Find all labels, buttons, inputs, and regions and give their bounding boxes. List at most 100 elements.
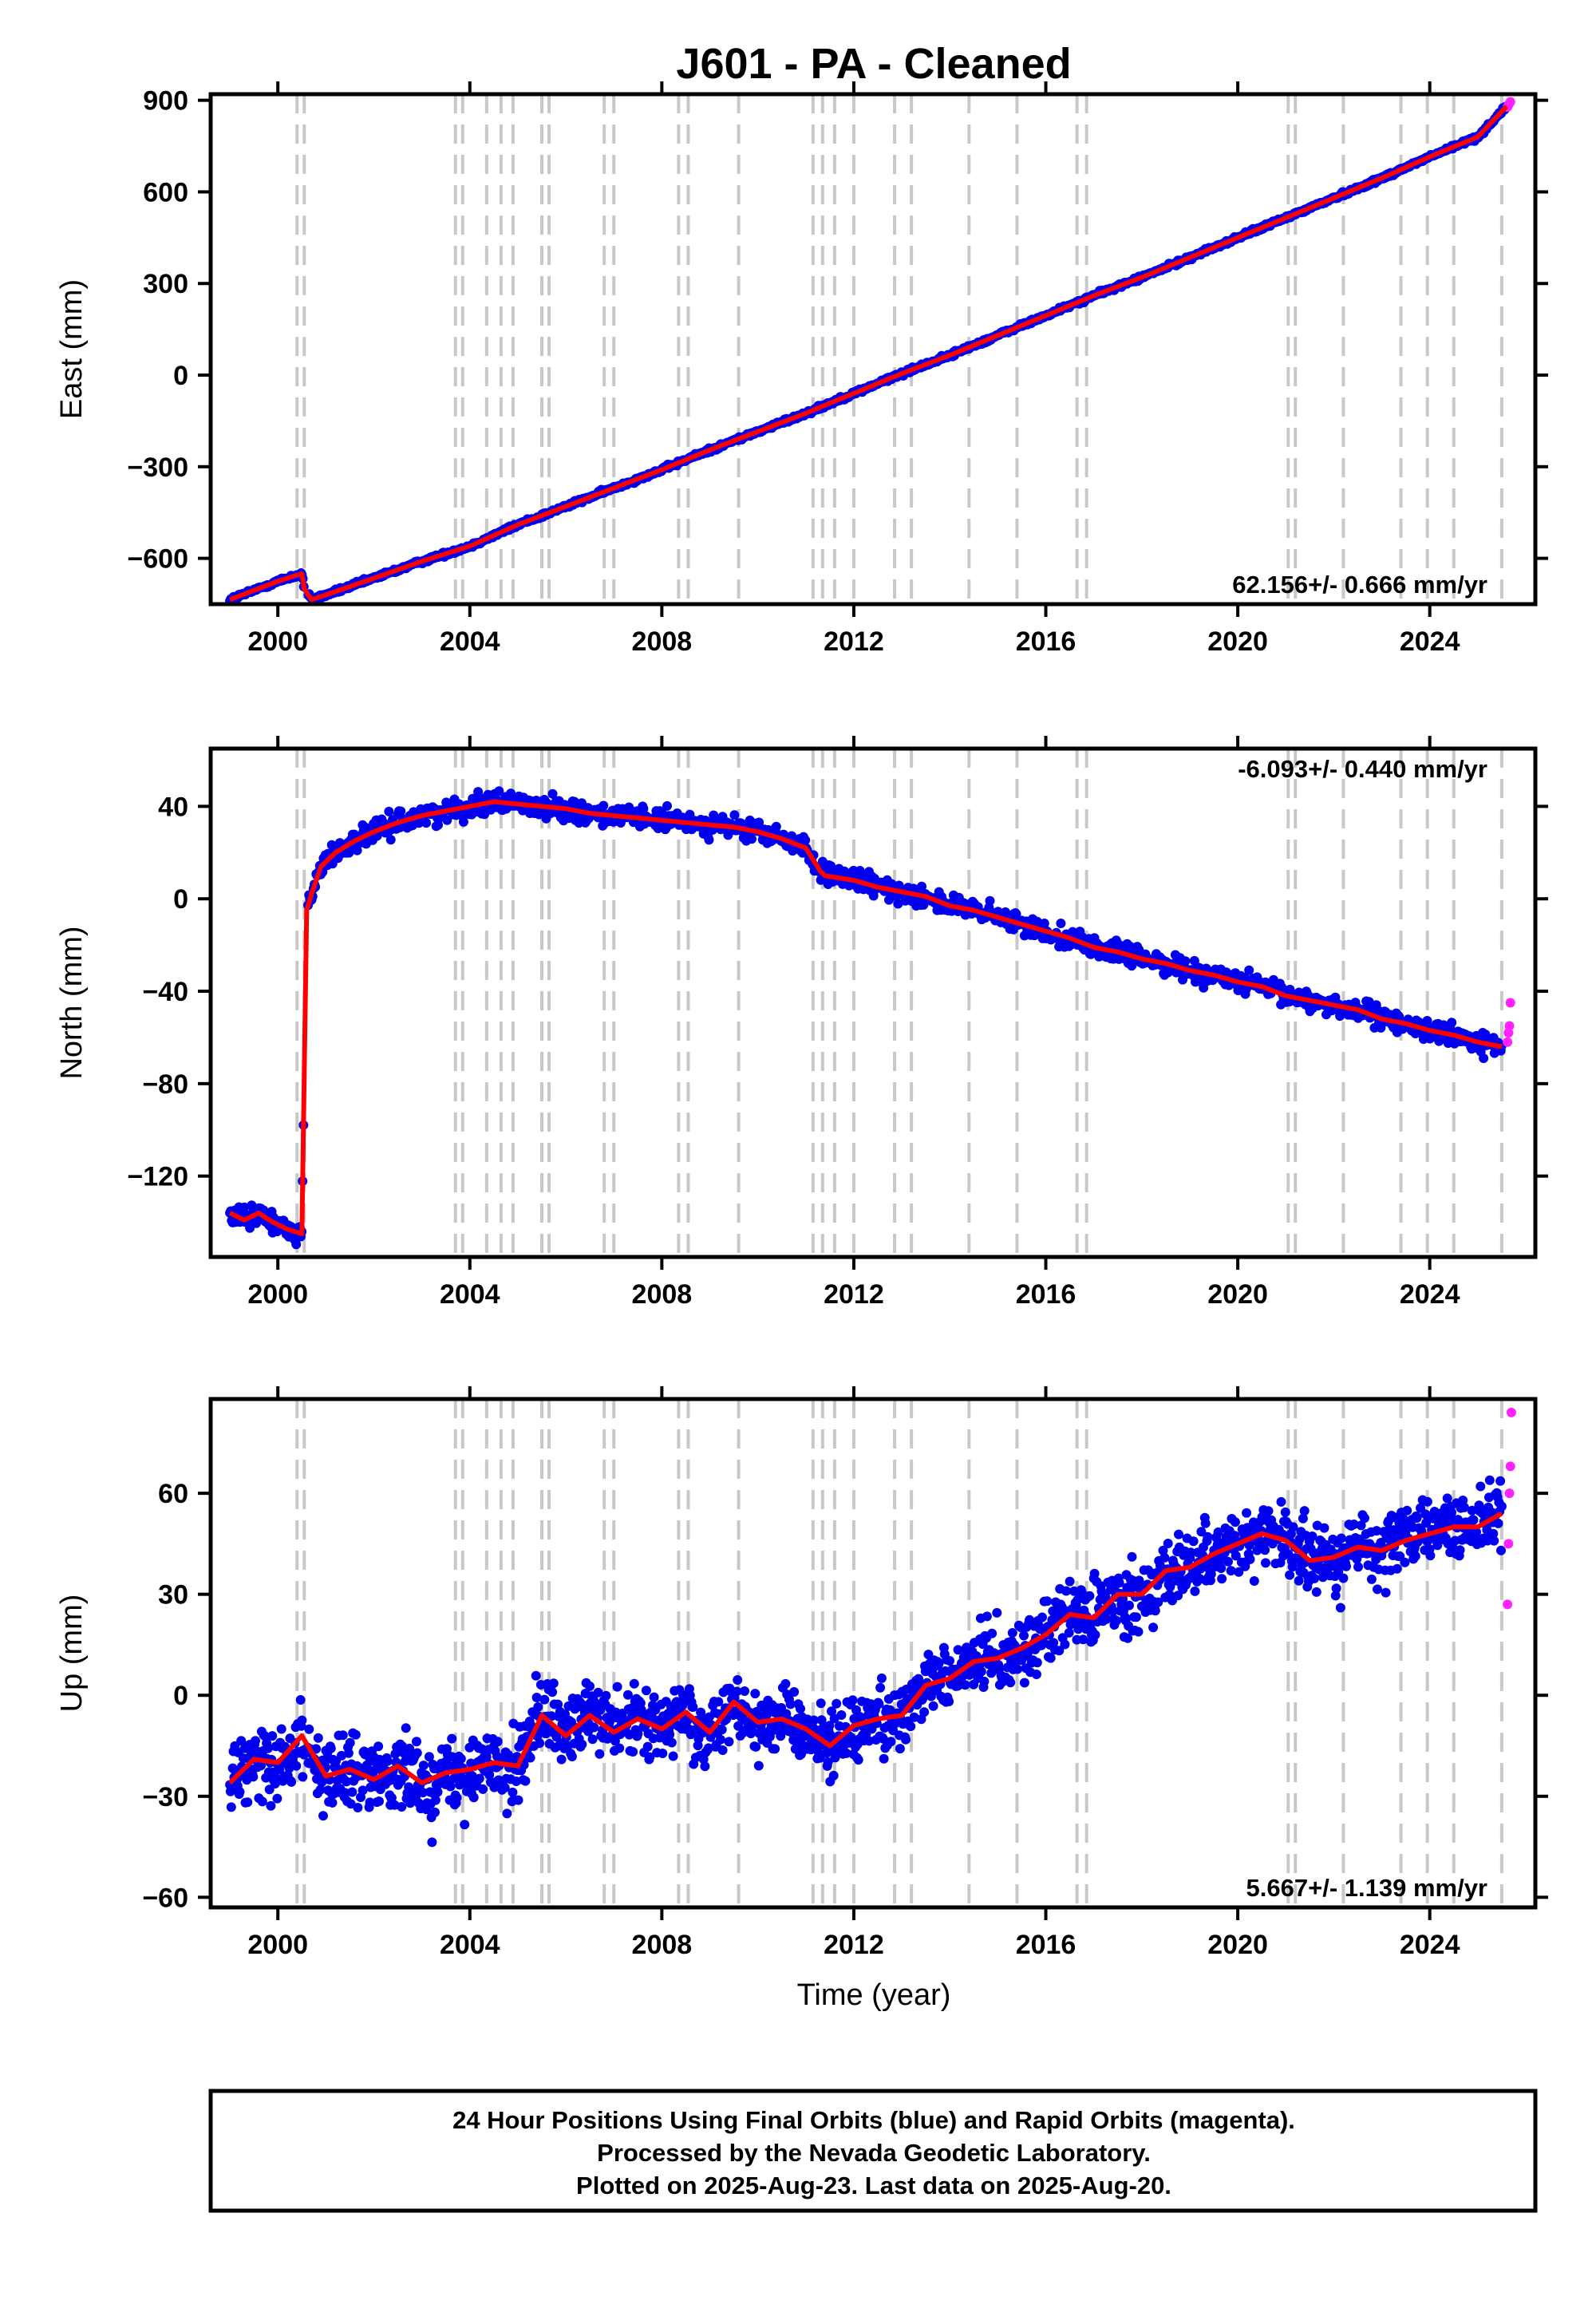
final-orbit-point <box>1432 1540 1443 1551</box>
final-orbit-point <box>327 1797 338 1808</box>
final-orbit-point <box>1101 1614 1112 1624</box>
final-orbit-point <box>315 1784 326 1795</box>
final-orbit-point <box>492 1737 503 1747</box>
final-orbit-point <box>1459 1502 1469 1512</box>
final-orbit-point <box>1336 1533 1346 1543</box>
final-orbit-point <box>272 1793 282 1804</box>
final-orbit-point <box>879 1753 889 1764</box>
final-orbit-point <box>1285 1570 1295 1580</box>
final-orbit-point <box>1288 1522 1298 1532</box>
final-orbit-point <box>893 899 903 909</box>
final-orbit-point <box>1381 1587 1391 1598</box>
final-orbit-point <box>1190 1586 1200 1596</box>
final-orbit-point <box>478 1784 488 1794</box>
model-line <box>228 799 1503 1236</box>
final-orbit-point <box>386 1792 397 1803</box>
final-orbit-point <box>1263 1506 1274 1516</box>
final-orbit-point <box>1294 1575 1304 1586</box>
y-tick-label: 600 <box>143 177 188 207</box>
final-orbit-point <box>1402 1505 1412 1516</box>
final-orbit-point <box>1335 1603 1345 1613</box>
final-orbit-point <box>796 1704 805 1714</box>
final-orbit-point <box>919 1707 930 1717</box>
final-orbit-point <box>944 1697 954 1706</box>
final-orbit-point <box>785 1699 796 1709</box>
figure-title: J601 - PA - Cleaned <box>676 40 1071 88</box>
final-orbit-point <box>1123 1633 1133 1643</box>
final-orbit-point <box>645 1752 655 1762</box>
final-orbit-point <box>481 1752 492 1762</box>
final-orbit-point <box>1422 1016 1432 1026</box>
final-orbit-point <box>358 1785 368 1796</box>
final-orbit-point <box>776 1731 786 1741</box>
final-orbit-point <box>382 1756 393 1766</box>
footer-line-1: 24 Hour Positions Using Final Orbits (bl… <box>452 2106 1295 2134</box>
final-orbit-point <box>876 1673 887 1683</box>
final-orbit-point <box>1422 1496 1432 1507</box>
final-orbit-point <box>531 1670 541 1681</box>
final-orbit-point <box>700 1761 710 1772</box>
final-orbit-point <box>502 1808 512 1819</box>
final-orbit-point <box>1230 1517 1240 1528</box>
final-orbit-point <box>1376 1022 1386 1033</box>
plot-frame <box>208 1397 1538 1910</box>
final-orbit-point <box>1488 1528 1499 1539</box>
final-orbit-point <box>874 1699 884 1709</box>
final-orbit-point <box>979 1676 990 1686</box>
x-tick-label: 2024 <box>1400 626 1460 657</box>
final-orbit-point <box>1447 1508 1456 1518</box>
final-orbit-point <box>1244 965 1254 975</box>
final-orbit-point <box>1174 1529 1183 1539</box>
final-orbit-point <box>1217 1574 1227 1584</box>
final-orbit-point <box>1496 1545 1506 1555</box>
final-orbit-point <box>971 1651 982 1661</box>
final-orbit-point <box>622 1690 633 1700</box>
final-orbit-point <box>1310 1573 1320 1583</box>
final-orbit-point <box>1496 1501 1507 1512</box>
y-tick-label: 30 <box>158 1580 188 1611</box>
rapid-orbit-point <box>1503 1599 1513 1610</box>
y-tick-label: 40 <box>158 792 188 822</box>
final-orbit-point <box>548 1678 559 1689</box>
final-orbit-point <box>577 1739 587 1749</box>
rate-label: 62.156+/- 0.666 mm/yr <box>1232 571 1487 599</box>
final-orbit-point <box>628 1747 638 1757</box>
footer-line-2: Processed by the Nevada Geodetic Laborat… <box>597 2139 1151 2167</box>
final-orbit-point <box>1213 1527 1223 1537</box>
final-orbit-point <box>525 1753 535 1763</box>
final-orbit-point <box>1410 1551 1420 1561</box>
rapid-orbit-point <box>1505 97 1515 107</box>
final-orbit-point <box>464 1742 475 1753</box>
final-orbit-point <box>1231 1551 1241 1561</box>
final-orbit-point <box>836 1710 847 1720</box>
final-orbit-point <box>982 1611 992 1622</box>
final-orbit-point <box>1261 1558 1270 1568</box>
final-orbit-point <box>1124 1600 1134 1611</box>
final-orbit-point <box>917 881 926 891</box>
final-orbit-point <box>1455 1545 1465 1555</box>
final-orbit-point <box>841 1748 851 1758</box>
final-orbit-point <box>452 1792 462 1803</box>
final-orbit-point <box>1479 1053 1489 1063</box>
rapid-orbit-point <box>1503 1037 1513 1047</box>
final-orbit-point <box>286 1777 297 1787</box>
x-tick-label: 2012 <box>824 626 884 657</box>
final-orbit-point <box>1090 1630 1100 1640</box>
final-orbit-point <box>1467 1505 1477 1516</box>
final-orbit-point <box>1112 1615 1122 1626</box>
final-orbit-point <box>468 1792 479 1803</box>
final-orbit-point <box>1216 1563 1227 1573</box>
final-orbit-point <box>1163 1539 1173 1548</box>
final-orbit-point <box>601 1690 611 1701</box>
x-tick-label: 2000 <box>247 1930 308 1960</box>
final-orbit-point <box>666 1737 677 1748</box>
final-orbit-point <box>1019 1630 1029 1641</box>
final-orbit-point <box>267 1731 278 1741</box>
final-orbit-point <box>847 1695 858 1705</box>
final-orbit-point <box>1031 1670 1041 1679</box>
y-tick-label: 300 <box>143 269 188 299</box>
final-orbit-point <box>658 1749 668 1758</box>
final-orbit-point <box>668 1751 678 1761</box>
y-tick-label: −30 <box>142 1782 188 1812</box>
final-orbit-point <box>1319 1523 1329 1533</box>
